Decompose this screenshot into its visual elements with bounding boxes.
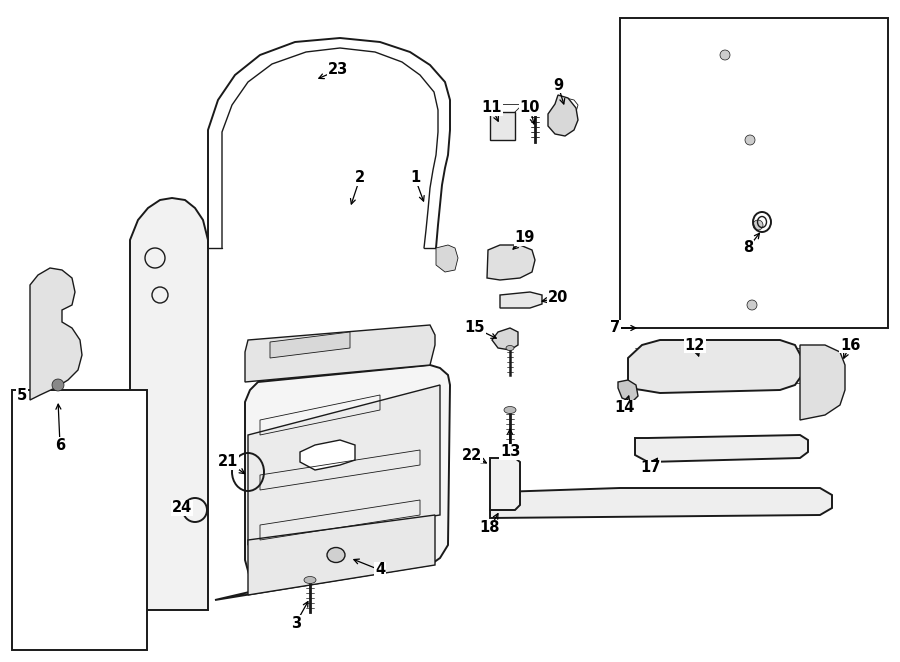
Ellipse shape (530, 109, 540, 115)
FancyBboxPatch shape (620, 18, 888, 328)
Text: 16: 16 (840, 338, 860, 352)
Polygon shape (492, 328, 518, 350)
Text: 9: 9 (553, 77, 563, 93)
Polygon shape (490, 458, 520, 510)
Text: 20: 20 (548, 291, 568, 305)
Polygon shape (500, 292, 542, 308)
Polygon shape (618, 380, 638, 402)
Text: 3: 3 (291, 616, 302, 630)
Text: 4: 4 (375, 563, 385, 577)
Circle shape (720, 50, 730, 60)
Polygon shape (215, 365, 450, 600)
Polygon shape (635, 435, 808, 462)
Text: 19: 19 (515, 230, 536, 246)
Text: 15: 15 (464, 320, 485, 336)
Polygon shape (248, 515, 435, 595)
Text: 11: 11 (482, 101, 502, 115)
Text: 2: 2 (355, 171, 365, 185)
Polygon shape (490, 488, 832, 518)
Text: 6: 6 (55, 438, 65, 453)
Circle shape (747, 300, 757, 310)
Text: 8: 8 (742, 240, 753, 256)
Circle shape (52, 379, 64, 391)
Polygon shape (270, 332, 350, 358)
Polygon shape (248, 385, 440, 545)
Ellipse shape (506, 346, 514, 350)
Ellipse shape (327, 547, 345, 563)
FancyBboxPatch shape (12, 390, 147, 650)
Polygon shape (245, 325, 435, 382)
Text: 14: 14 (615, 401, 635, 416)
Text: 21: 21 (218, 455, 238, 469)
Text: 1: 1 (410, 171, 420, 185)
Text: 7: 7 (610, 320, 620, 336)
Text: 24: 24 (172, 500, 192, 516)
Ellipse shape (504, 406, 516, 414)
Text: 10: 10 (520, 101, 540, 115)
Polygon shape (800, 345, 845, 420)
Text: 12: 12 (685, 338, 706, 352)
Circle shape (745, 135, 755, 145)
Polygon shape (487, 245, 535, 280)
Text: 13: 13 (500, 444, 520, 459)
FancyBboxPatch shape (490, 112, 515, 140)
Polygon shape (436, 245, 458, 272)
Text: 17: 17 (640, 461, 661, 475)
Text: 23: 23 (328, 62, 348, 77)
Polygon shape (30, 268, 82, 400)
Text: 5: 5 (17, 387, 27, 402)
Ellipse shape (304, 577, 316, 583)
Text: 22: 22 (462, 448, 482, 463)
Polygon shape (130, 198, 208, 610)
Polygon shape (548, 95, 578, 136)
Circle shape (753, 220, 763, 230)
Text: 18: 18 (480, 520, 500, 536)
Polygon shape (300, 440, 355, 470)
Polygon shape (628, 340, 802, 393)
